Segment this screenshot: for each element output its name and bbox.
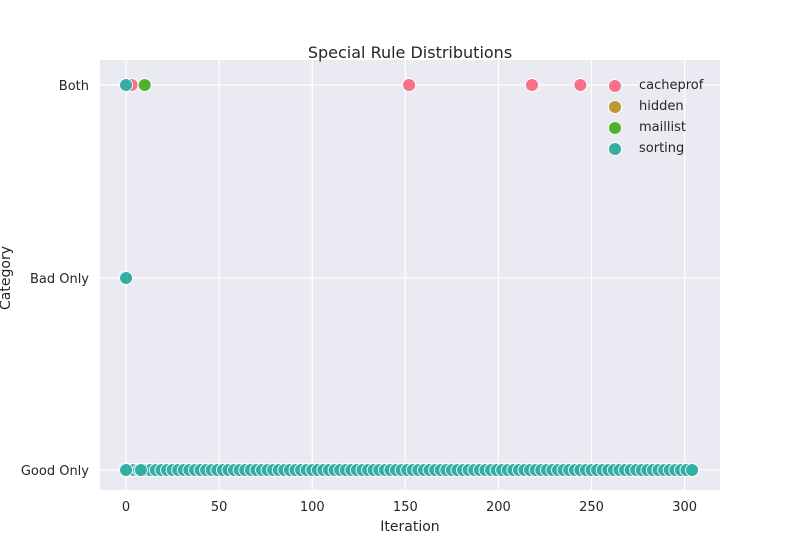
y-axis-label: Category — [0, 246, 14, 310]
x-tick-label: 200 — [486, 500, 511, 515]
point-sorting — [134, 463, 148, 477]
x-tick-label: 100 — [300, 500, 325, 515]
point-maillist — [137, 78, 152, 92]
y-tick-label: Good Only — [21, 464, 89, 479]
legend-label-hidden: hidden — [639, 99, 684, 114]
point-cacheprof — [525, 78, 539, 92]
data-points — [119, 78, 700, 477]
y-tick-labels: Good Only Bad Only Both — [21, 79, 89, 479]
point-sorting — [119, 78, 134, 92]
x-tick-label: 300 — [672, 500, 697, 515]
legend-marker-cacheprof — [608, 79, 622, 93]
legend-marker-sorting — [608, 142, 622, 156]
point-cacheprof — [573, 78, 588, 92]
x-tick-label: 50 — [211, 500, 228, 515]
point-sorting — [685, 463, 700, 477]
chart-title: Special Rule Distributions — [308, 43, 512, 62]
x-tick-label: 0 — [122, 500, 130, 515]
x-axis-label: Iteration — [380, 519, 439, 535]
plot-background — [100, 60, 720, 490]
x-tick-label: 250 — [579, 500, 604, 515]
x-tick-label: 150 — [393, 500, 418, 515]
legend: cacheprof hidden maillist sorting — [608, 78, 704, 156]
legend-label-maillist: maillist — [639, 120, 686, 135]
legend-marker-hidden — [608, 100, 622, 114]
x-tick-labels: 0 50 100 150 200 250 300 — [122, 500, 697, 515]
point-cacheprof — [402, 78, 417, 92]
legend-marker-maillist — [608, 121, 622, 135]
point-sorting — [119, 271, 134, 285]
y-tick-label: Both — [59, 79, 89, 94]
legend-label-cacheprof: cacheprof — [639, 78, 704, 93]
legend-label-sorting: sorting — [639, 141, 684, 156]
point-sorting — [119, 463, 134, 477]
y-tick-label: Bad Only — [30, 272, 89, 287]
